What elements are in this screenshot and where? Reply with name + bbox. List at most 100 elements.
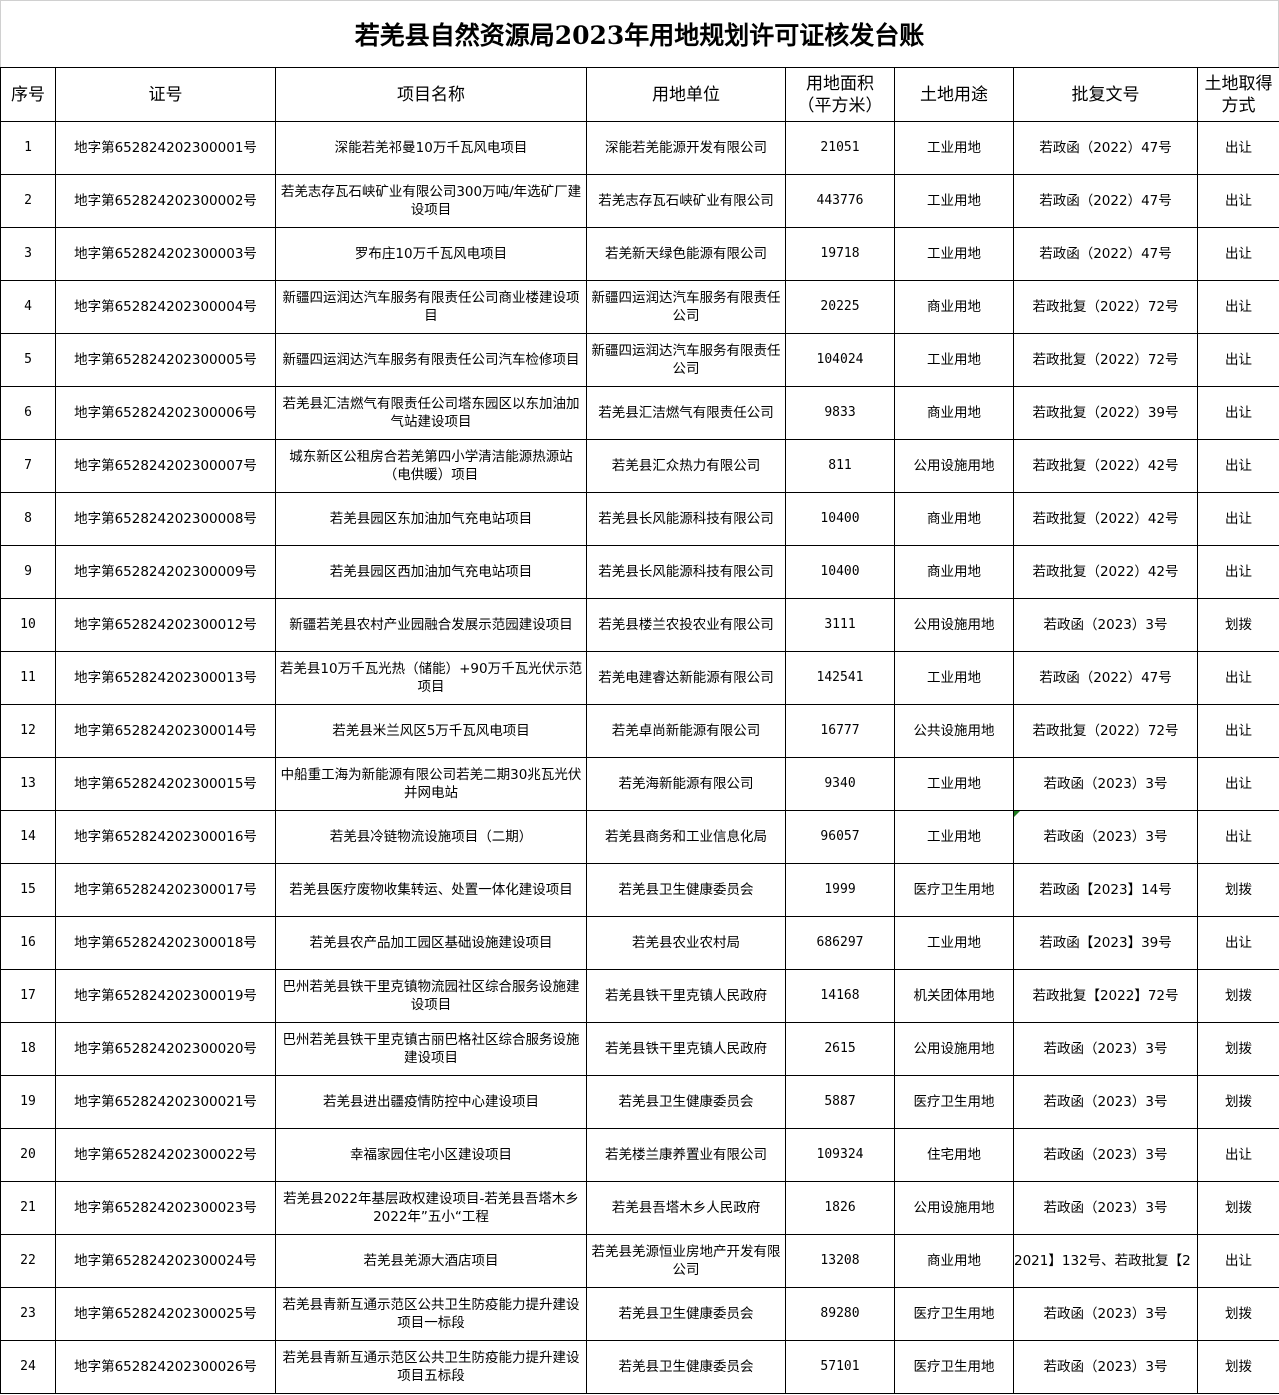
cell-cert-no[interactable]: 地字第652824202300015号 <box>55 757 276 811</box>
cell-cert-no[interactable]: 地字第652824202300005号 <box>55 333 276 387</box>
cell-project-name[interactable]: 新疆若羌县农村产业园融合发展示范园建设项目 <box>275 598 587 652</box>
cell-area[interactable]: 16777 <box>785 704 895 758</box>
cell-approval-no[interactable]: 若政函【2023】14号 <box>1013 863 1198 917</box>
cell-project-name[interactable]: 若羌县医疗废物收集转运、处置一体化建设项目 <box>275 863 587 917</box>
cell-index[interactable]: 21 <box>0 1181 56 1235</box>
cell-area[interactable]: 1826 <box>785 1181 895 1235</box>
cell-project-name[interactable]: 若羌县冷链物流设施项目（二期） <box>275 810 587 864</box>
cell-land-use[interactable]: 公用设施用地 <box>894 439 1014 493</box>
cell-approval-no[interactable]: 若政批复（2022）72号 <box>1013 280 1198 334</box>
cell-land-unit[interactable]: 若羌县商务和工业信息化局 <box>586 810 786 864</box>
cell-land-use[interactable]: 公用设施用地 <box>894 1181 1014 1235</box>
cell-index[interactable]: 8 <box>0 492 56 546</box>
cell-land-unit[interactable]: 深能若羌能源开发有限公司 <box>586 121 786 175</box>
cell-project-name[interactable]: 罗布庄10万千瓦风电项目 <box>275 227 587 281</box>
cell-area[interactable]: 3111 <box>785 598 895 652</box>
cell-cert-no[interactable]: 地字第652824202300007号 <box>55 439 276 493</box>
cell-cert-no[interactable]: 地字第652824202300026号 <box>55 1340 276 1394</box>
cell-cert-no[interactable]: 地字第652824202300014号 <box>55 704 276 758</box>
cell-approval-no[interactable]: 若政函（2023）3号 <box>1013 757 1198 811</box>
cell-area[interactable]: 443776 <box>785 174 895 228</box>
cell-acquisition-method[interactable]: 划拨 <box>1197 1181 1279 1235</box>
cell-land-use[interactable]: 公共设施用地 <box>894 704 1014 758</box>
cell-project-name[interactable]: 若羌县进出疆疫情防控中心建设项目 <box>275 1075 587 1129</box>
cell-index[interactable]: 14 <box>0 810 56 864</box>
cell-land-use[interactable]: 商业用地 <box>894 545 1014 599</box>
cell-index[interactable]: 6 <box>0 386 56 440</box>
cell-acquisition-method[interactable]: 出让 <box>1197 439 1279 493</box>
cell-acquisition-method[interactable]: 出让 <box>1197 916 1279 970</box>
cell-cert-no[interactable]: 地字第652824202300016号 <box>55 810 276 864</box>
cell-approval-no[interactable]: 2021】132号、若政批复【2 <box>1013 1234 1198 1288</box>
cell-land-unit[interactable]: 若羌县卫生健康委员会 <box>586 1340 786 1394</box>
cell-land-unit[interactable]: 若羌海新能源有限公司 <box>586 757 786 811</box>
cell-index[interactable]: 22 <box>0 1234 56 1288</box>
cell-approval-no[interactable]: 若政函（2022）47号 <box>1013 121 1198 175</box>
cell-land-unit[interactable]: 若羌县卫生健康委员会 <box>586 1075 786 1129</box>
cell-project-name[interactable]: 若羌县2022年基层政权建设项目-若羌县吾塔木乡2022年”五小“工程 <box>275 1181 587 1235</box>
cell-project-name[interactable]: 若羌县汇洁燃气有限责任公司塔东园区以东加油加气站建设项目 <box>275 386 587 440</box>
cell-project-name[interactable]: 新疆四运润达汽车服务有限责任公司汽车检修项目 <box>275 333 587 387</box>
cell-index[interactable]: 15 <box>0 863 56 917</box>
cell-approval-no[interactable]: 若政函【2023】39号 <box>1013 916 1198 970</box>
cell-acquisition-method[interactable]: 划拨 <box>1197 1287 1279 1341</box>
cell-index[interactable]: 1 <box>0 121 56 175</box>
cell-index[interactable]: 13 <box>0 757 56 811</box>
cell-index[interactable]: 17 <box>0 969 56 1023</box>
cell-approval-no[interactable]: 若政批复（2022）42号 <box>1013 545 1198 599</box>
cell-index[interactable]: 18 <box>0 1022 56 1076</box>
cell-project-name[interactable]: 中船重工海为新能源有限公司若羌二期30兆瓦光伏并网电站 <box>275 757 587 811</box>
cell-acquisition-method[interactable]: 出让 <box>1197 333 1279 387</box>
cell-land-unit[interactable]: 若羌县农业农村局 <box>586 916 786 970</box>
cell-acquisition-method[interactable]: 划拨 <box>1197 1075 1279 1129</box>
cell-land-use[interactable]: 医疗卫生用地 <box>894 1075 1014 1129</box>
cell-approval-no[interactable]: 若政函（2022）47号 <box>1013 651 1198 705</box>
cell-land-use[interactable]: 工业用地 <box>894 227 1014 281</box>
cell-land-unit[interactable]: 若羌县铁干里克镇人民政府 <box>586 1022 786 1076</box>
cell-area[interactable]: 9340 <box>785 757 895 811</box>
cell-land-unit[interactable]: 若羌县楼兰农投农业有限公司 <box>586 598 786 652</box>
cell-land-use[interactable]: 商业用地 <box>894 386 1014 440</box>
cell-area[interactable]: 19718 <box>785 227 895 281</box>
cell-area[interactable]: 109324 <box>785 1128 895 1182</box>
cell-project-name[interactable]: 新疆四运润达汽车服务有限责任公司商业楼建设项目 <box>275 280 587 334</box>
cell-land-unit[interactable]: 若羌卓尚新能源有限公司 <box>586 704 786 758</box>
cell-index[interactable]: 5 <box>0 333 56 387</box>
cell-cert-no[interactable]: 地字第652824202300020号 <box>55 1022 276 1076</box>
cell-land-use[interactable]: 医疗卫生用地 <box>894 1340 1014 1394</box>
cell-acquisition-method[interactable]: 出让 <box>1197 545 1279 599</box>
cell-approval-no[interactable]: 若政批复（2022）72号 <box>1013 333 1198 387</box>
cell-area[interactable]: 9833 <box>785 386 895 440</box>
cell-area[interactable]: 142541 <box>785 651 895 705</box>
cell-land-use[interactable]: 医疗卫生用地 <box>894 1287 1014 1341</box>
cell-project-name[interactable]: 若羌县青新互通示范区公共卫生防疫能力提升建设项目一标段 <box>275 1287 587 1341</box>
cell-project-name[interactable]: 幸福家园住宅小区建设项目 <box>275 1128 587 1182</box>
cell-index[interactable]: 20 <box>0 1128 56 1182</box>
cell-land-use[interactable]: 机关团体用地 <box>894 969 1014 1023</box>
cell-area[interactable]: 5887 <box>785 1075 895 1129</box>
cell-cert-no[interactable]: 地字第652824202300012号 <box>55 598 276 652</box>
cell-approval-no[interactable]: 若政函（2023）3号 <box>1013 1181 1198 1235</box>
cell-cert-no[interactable]: 地字第652824202300017号 <box>55 863 276 917</box>
cell-land-use[interactable]: 商业用地 <box>894 280 1014 334</box>
cell-land-use[interactable]: 商业用地 <box>894 492 1014 546</box>
cell-acquisition-method[interactable]: 划拨 <box>1197 1022 1279 1076</box>
cell-area[interactable]: 10400 <box>785 545 895 599</box>
cell-area[interactable]: 811 <box>785 439 895 493</box>
cell-cert-no[interactable]: 地字第652824202300018号 <box>55 916 276 970</box>
cell-cert-no[interactable]: 地字第652824202300001号 <box>55 121 276 175</box>
cell-approval-no[interactable]: 若政函（2023）3号 <box>1013 1022 1198 1076</box>
cell-index[interactable]: 3 <box>0 227 56 281</box>
cell-project-name[interactable]: 若羌县园区东加油加气充电站项目 <box>275 492 587 546</box>
cell-project-name[interactable]: 若羌县园区西加油加气充电站项目 <box>275 545 587 599</box>
cell-cert-no[interactable]: 地字第652824202300008号 <box>55 492 276 546</box>
cell-index[interactable]: 24 <box>0 1340 56 1394</box>
cell-approval-no[interactable]: 若政批复（2022）42号 <box>1013 492 1198 546</box>
cell-index[interactable]: 23 <box>0 1287 56 1341</box>
cell-acquisition-method[interactable]: 出让 <box>1197 280 1279 334</box>
cell-index[interactable]: 9 <box>0 545 56 599</box>
cell-land-unit[interactable]: 若羌县羌源恒业房地产开发有限公司 <box>586 1234 786 1288</box>
cell-land-unit[interactable]: 若羌县吾塔木乡人民政府 <box>586 1181 786 1235</box>
cell-acquisition-method[interactable]: 出让 <box>1197 121 1279 175</box>
cell-approval-no[interactable]: 若政函（2022）47号 <box>1013 174 1198 228</box>
